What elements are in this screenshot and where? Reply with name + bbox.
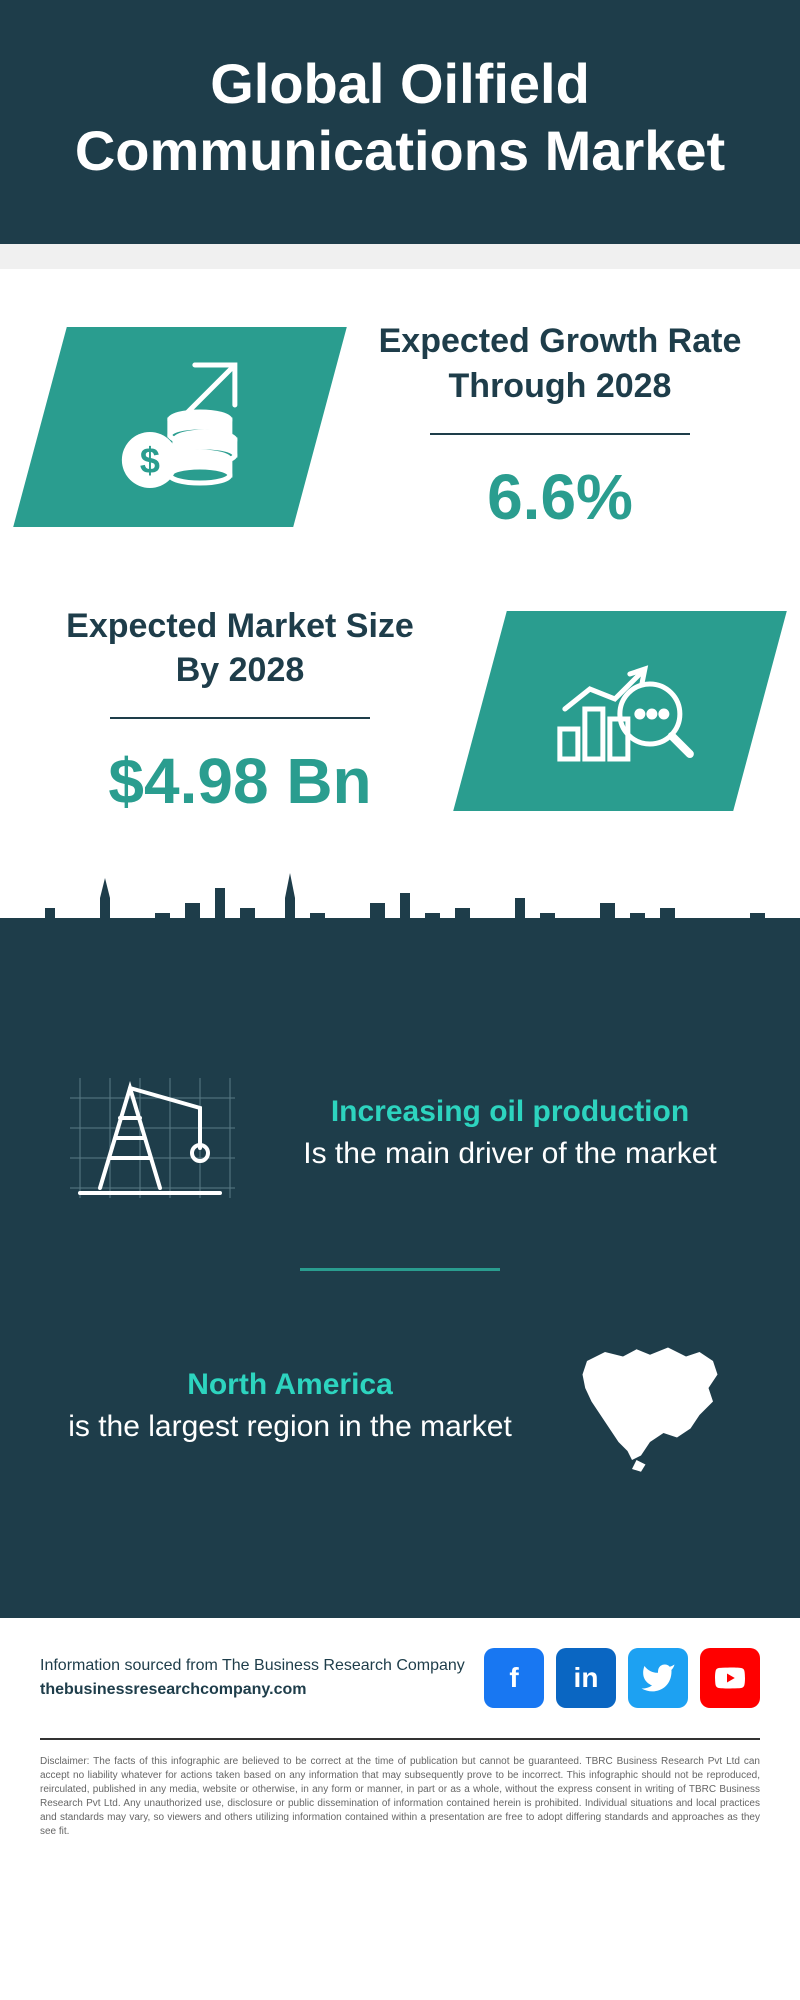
stats-section: $ Expected Growth Rate Through 2028 6.6% — [0, 269, 800, 918]
driver-text: Increasing oil production Is the main dr… — [280, 1091, 740, 1175]
skyline-silhouette — [0, 858, 800, 1018]
twitter-icon[interactable] — [628, 1648, 688, 1708]
linkedin-icon[interactable]: in — [556, 1648, 616, 1708]
driver-row: Increasing oil production Is the main dr… — [0, 1038, 800, 1228]
disclaimer-text: Disclaimer: The facts of this infographi… — [40, 1755, 760, 1839]
footer-top: Information sourced from The Business Re… — [40, 1648, 760, 1728]
source-line2: thebusinessresearchcompany.com — [40, 1681, 306, 1698]
growth-rate-row: $ Expected Growth Rate Through 2028 6.6% — [40, 319, 760, 533]
divider — [430, 433, 690, 435]
growth-value: 6.6% — [360, 460, 760, 534]
source-line1: Information sourced from The Business Re… — [40, 1657, 465, 1674]
growth-label: Expected Growth Rate Through 2028 — [360, 319, 760, 407]
footer-divider — [40, 1738, 760, 1740]
oil-rig-icon — [60, 1058, 240, 1208]
section-divider — [300, 1268, 500, 1271]
region-highlight: North America — [187, 1368, 393, 1401]
divider — [110, 717, 370, 719]
region-row: North America is the largest region in t… — [0, 1311, 800, 1501]
svg-text:$: $ — [140, 439, 160, 480]
growth-icon-shape: $ — [13, 327, 347, 527]
size-value: $4.98 Bn — [40, 744, 440, 818]
driver-highlight: Increasing oil production — [331, 1095, 689, 1128]
facebook-icon[interactable]: f — [484, 1648, 544, 1708]
header-gap — [0, 244, 800, 269]
dark-section: Increasing oil production Is the main dr… — [0, 918, 800, 1618]
social-icons: f in — [484, 1648, 760, 1708]
size-text-block: Expected Market Size By 2028 $4.98 Bn — [40, 604, 440, 818]
driver-body: Is the main driver of the market — [303, 1137, 717, 1170]
region-text: North America is the largest region in t… — [60, 1364, 520, 1448]
source-text: Information sourced from The Business Re… — [40, 1654, 465, 1702]
footer: Information sourced from The Business Re… — [0, 1618, 800, 1859]
growth-text-block: Expected Growth Rate Through 2028 6.6% — [360, 319, 760, 533]
size-label: Expected Market Size By 2028 — [40, 604, 440, 692]
main-title: Global Oilfield Communications Market — [40, 50, 760, 184]
region-body: is the largest region in the market — [68, 1410, 512, 1443]
header-banner: Global Oilfield Communications Market — [0, 0, 800, 244]
market-size-row: Expected Market Size By 2028 $4.98 Bn — [40, 604, 760, 818]
money-growth-icon: $ — [100, 354, 260, 494]
north-america-map-icon — [560, 1331, 740, 1481]
youtube-icon[interactable] — [700, 1648, 760, 1708]
chart-magnify-icon — [540, 638, 700, 778]
size-icon-shape — [453, 611, 787, 811]
